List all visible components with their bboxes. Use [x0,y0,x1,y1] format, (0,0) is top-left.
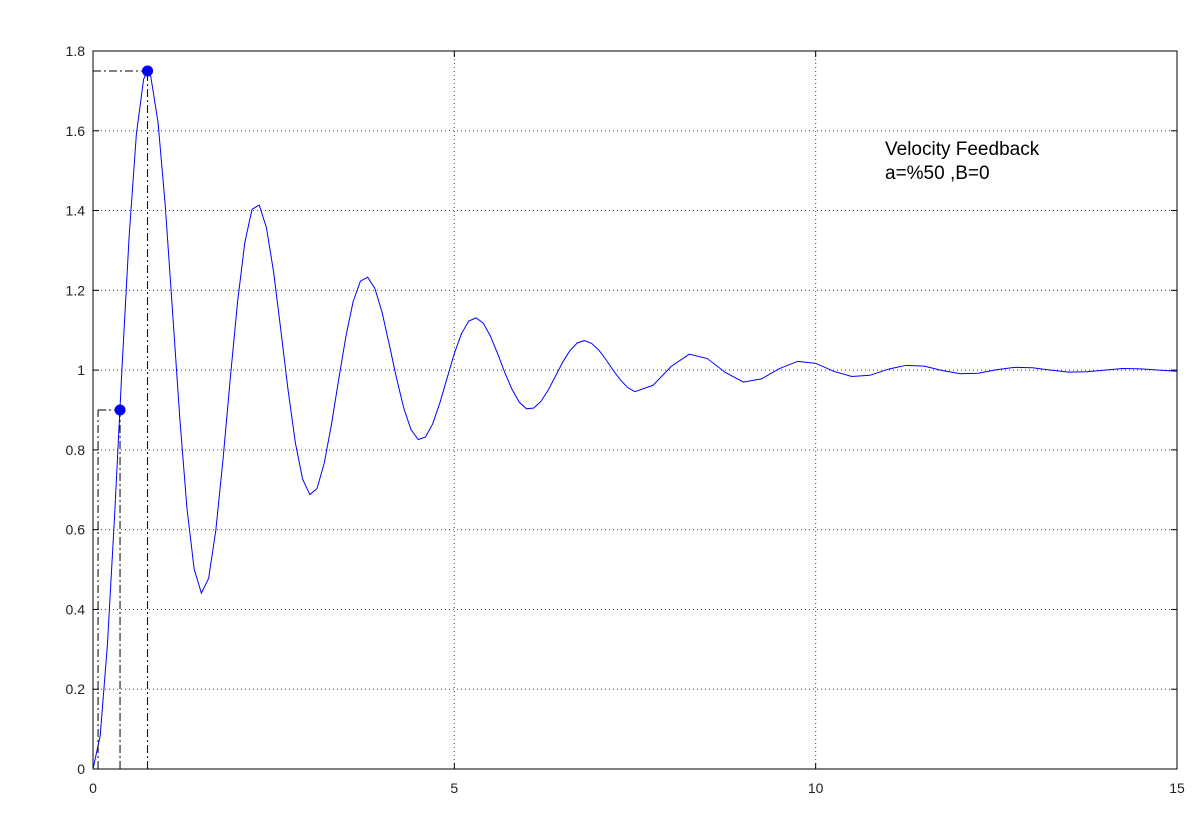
x-tick-label: 0 [89,780,97,796]
annotation: Velocity Feedback [885,139,1040,160]
x-tick-label: 5 [450,780,458,796]
y-tick-label: 1.2 [66,282,86,298]
y-tick-label: 1.6 [66,123,86,139]
y-tick-label: 1.4 [66,203,86,219]
y-tick-label: 0.2 [66,681,86,697]
y-tick-label: 1 [77,362,85,378]
x-tick-label: 10 [808,780,824,796]
marker [142,65,154,77]
y-tick-label: 0 [77,761,85,777]
marker [114,404,126,416]
y-tick-label: 0.6 [66,522,86,538]
y-tick-label: 0.4 [66,601,86,617]
annotation: a=%50 ,B=0 [885,163,990,184]
plot-frame [92,50,1178,770]
y-tick-label: 0.8 [66,442,86,458]
line [92,70,1178,770]
x-tick-label: 15 [1169,780,1185,796]
y-tick-label: 1.8 [66,43,86,59]
